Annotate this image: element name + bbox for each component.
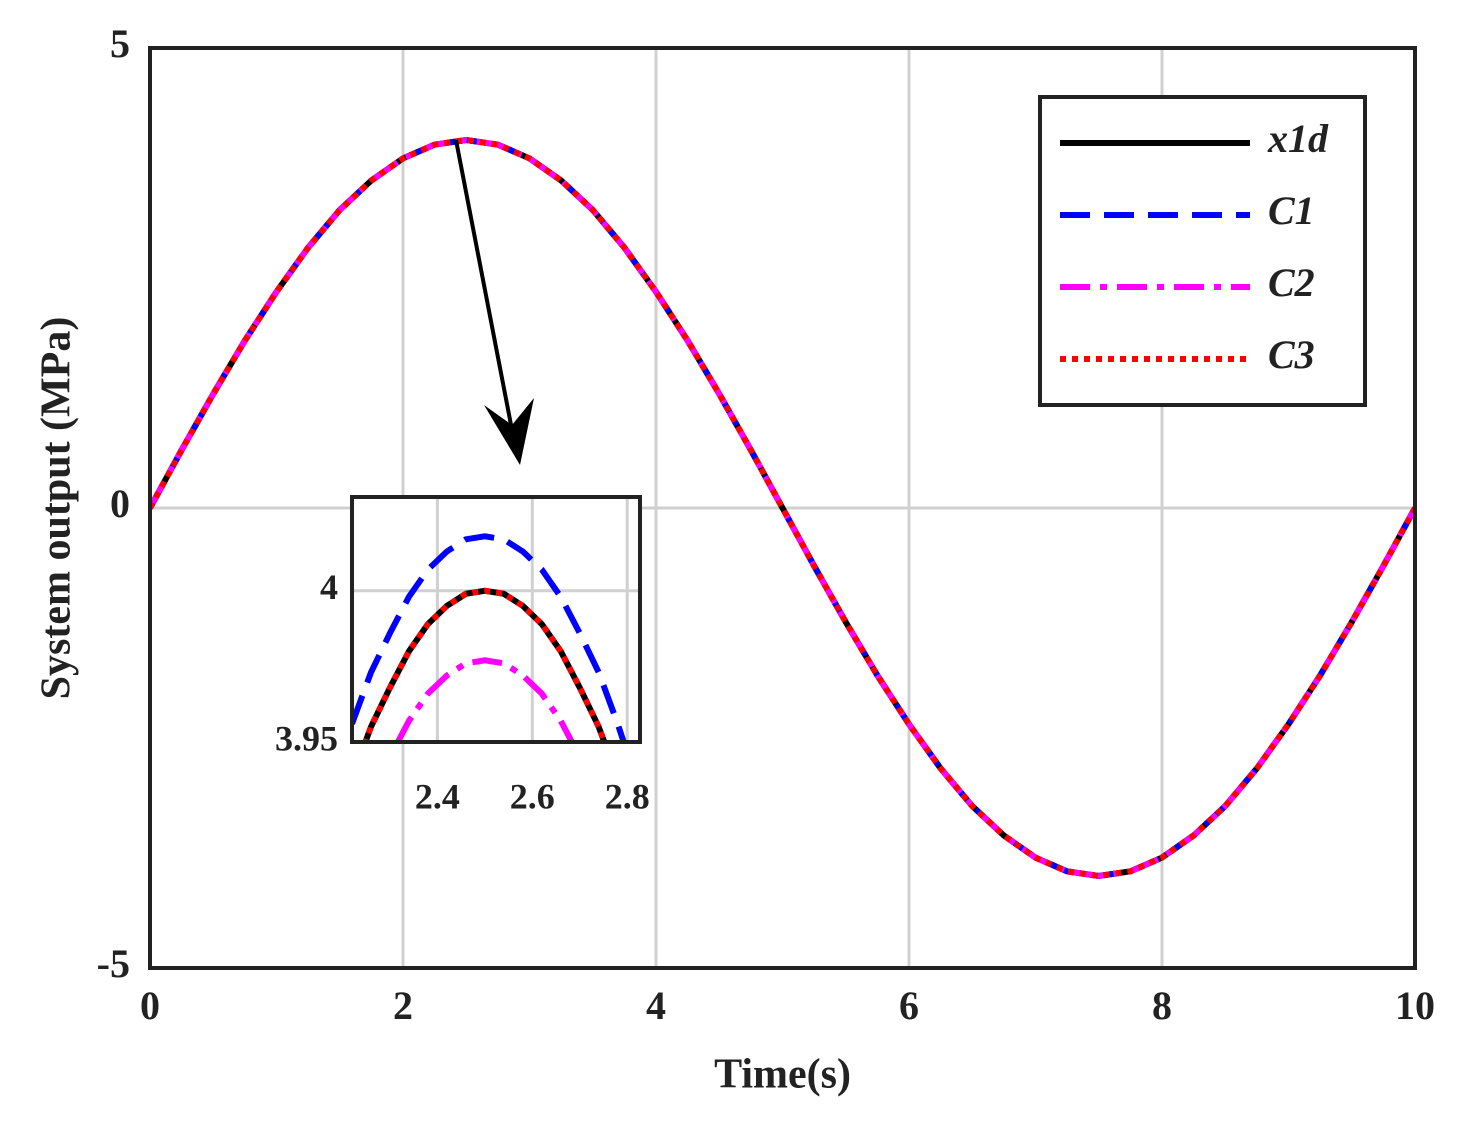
x-tick-label: 2.8	[605, 776, 650, 816]
series-group	[352, 533, 627, 742]
legend-label: C3	[1268, 332, 1315, 377]
y-tick-label: 3.95	[275, 718, 338, 758]
y-axis-label: System output (MPa)	[34, 317, 80, 700]
legend-label: x1d	[1267, 116, 1329, 161]
inset-axes: 2.4 2.6 2.8 3.95 4	[275, 495, 650, 816]
legend-label: C1	[1268, 188, 1315, 233]
legend-label: C2	[1268, 260, 1315, 305]
y-tick-label: 4	[320, 567, 338, 607]
series-line	[352, 533, 627, 742]
x-tick-label: 2.4	[415, 776, 460, 816]
y-tick-label: -5	[97, 941, 130, 986]
plot-frame	[148, 46, 1417, 970]
series-group	[150, 136, 1415, 880]
x-tick-label: 0	[140, 983, 160, 1028]
y-tick-label: 0	[110, 481, 130, 526]
series-line	[362, 587, 608, 742]
series-line	[150, 136, 1415, 880]
x-tick-label: 10	[1395, 983, 1435, 1028]
x-axis-label: Time(s)	[714, 1052, 851, 1098]
legend-box	[1038, 95, 1367, 407]
x-tick-label: 2.6	[510, 776, 555, 816]
x-tick-label: 4	[646, 983, 666, 1028]
plot-frame	[350, 495, 642, 744]
x-tick-label: 2	[393, 983, 413, 1028]
series-line	[394, 657, 576, 742]
x-tick-label: 8	[1152, 983, 1172, 1028]
x-tick-label: 6	[899, 983, 919, 1028]
y-tick-label: 5	[110, 21, 130, 66]
zoom-arrow	[454, 139, 534, 465]
